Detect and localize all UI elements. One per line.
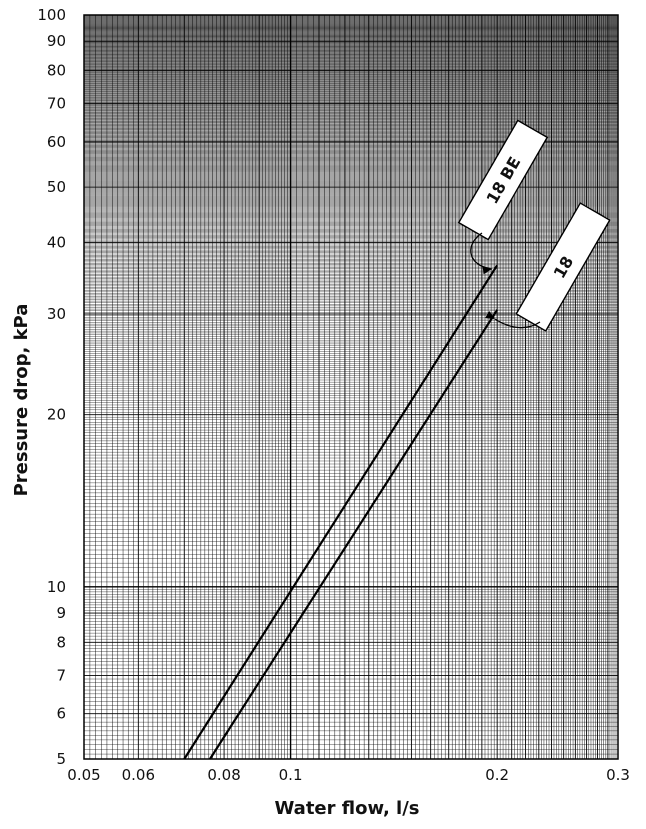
y-tick-label: 80 [47, 61, 66, 79]
grid-minor [84, 15, 618, 759]
y-tick-label: 30 [47, 305, 66, 323]
x-axis-title: Water flow, l/s [274, 798, 419, 819]
y-tick-label: 6 [56, 705, 66, 723]
series-line [209, 309, 499, 760]
callout-arrow [494, 318, 541, 329]
plot-frame [83, 14, 619, 760]
y-tick-label: 20 [47, 406, 66, 424]
y-tick-label: 60 [47, 133, 66, 151]
y-tick-label: 40 [47, 234, 66, 252]
series-lines [183, 264, 499, 760]
x-tick-label: 0.3 [606, 766, 630, 784]
series-line [183, 264, 499, 760]
arrowhead [485, 311, 495, 319]
arrowhead [482, 266, 492, 275]
y-tick-label: 8 [56, 633, 66, 651]
x-tick-label: 0.2 [485, 766, 509, 784]
x-tick-label: 0.08 [207, 766, 240, 784]
y-tick-label: 90 [47, 32, 66, 50]
callout-box [457, 119, 549, 241]
y-tick-label: 9 [56, 604, 66, 622]
x-tick-label: 0.05 [67, 766, 100, 784]
tick-labels: 0.05 0.06 0.08 0.1 0.2 0.3 5 6 7 8 9 10 20 30 40 50 60 70… [37, 6, 630, 784]
callout-label: 18 BE [457, 119, 549, 241]
x-tick-label: 0.1 [279, 766, 303, 784]
callout-box [515, 202, 611, 332]
x-tick-label: 0.06 [122, 766, 155, 784]
y-tick-label: 50 [47, 178, 66, 196]
y-tick-label: 10 [47, 578, 66, 596]
y-tick-label: 100 [37, 6, 66, 24]
y-tick-label: 70 [47, 95, 66, 113]
callout-label: 18 [515, 202, 611, 332]
y-axis-title: Pressure drop, kPa [11, 304, 32, 497]
y-tick-label: 7 [56, 666, 66, 684]
y-tick-label: 5 [56, 750, 66, 768]
